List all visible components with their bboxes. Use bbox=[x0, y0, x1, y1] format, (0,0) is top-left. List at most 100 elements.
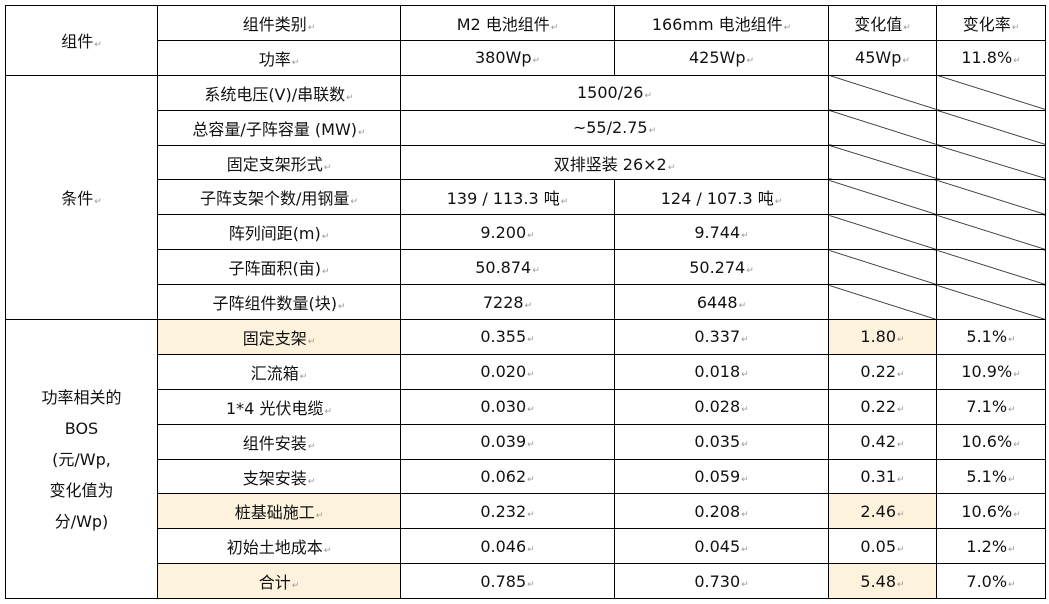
condition-row: 子阵支架个数/用钢量139 / 113.3 吨124 / 107.3 吨 bbox=[6, 179, 1046, 216]
power-cell: 45Wp bbox=[828, 39, 937, 76]
bos-item-label: 1*4 光伏电缆 bbox=[157, 388, 401, 425]
bos-row: 1*4 光伏电缆0.0300.0280.227.1% bbox=[6, 388, 1046, 425]
change-value: 0.05 bbox=[828, 528, 937, 565]
166mm-value: 0.035 bbox=[614, 423, 829, 460]
empty-diagonal-cell bbox=[828, 214, 937, 251]
m2-value: 0.039 bbox=[400, 423, 615, 460]
header-cell: 变化率 bbox=[936, 5, 1046, 41]
change-rate: 10.6% bbox=[936, 423, 1046, 460]
power-cell: 380Wp bbox=[400, 39, 615, 76]
header-cell: 166mm 电池组件 bbox=[614, 5, 829, 41]
change-rate: 5.1% bbox=[936, 319, 1046, 355]
change-rate: 7.1% bbox=[936, 388, 1046, 425]
change-rate: 7.0% bbox=[936, 563, 1046, 600]
condition-label: 子阵面积(亩) bbox=[157, 249, 401, 286]
condition-label: 阵列间距(m) bbox=[157, 214, 401, 251]
166mm-value: 0.730 bbox=[614, 563, 829, 600]
group-label-line: 分/Wp) bbox=[54, 511, 109, 531]
empty-diagonal-cell bbox=[936, 284, 1046, 321]
bos-comparison-table: 组件 组件类别 M2 电池组件 166mm 电池组件 变化值 变化率 功率 38… bbox=[5, 5, 1046, 600]
condition-row: 子阵面积(亩)50.87450.274 bbox=[6, 249, 1046, 286]
power-cell: 425Wp bbox=[614, 39, 829, 76]
m2-value: 7228 bbox=[400, 284, 615, 321]
166mm-value: 50.274 bbox=[614, 249, 829, 286]
power-row: 功率 380Wp 425Wp 45Wp 11.8% bbox=[6, 39, 1046, 76]
change-value: 0.22 bbox=[828, 353, 937, 390]
empty-diagonal-cell bbox=[828, 284, 937, 321]
166mm-value: 124 / 107.3 吨 bbox=[614, 179, 829, 216]
group-label-module: 组件 bbox=[5, 5, 158, 76]
change-value: 0.22 bbox=[828, 388, 937, 425]
m2-value: 0.046 bbox=[400, 528, 615, 565]
condition-label: 子阵支架个数/用钢量 bbox=[157, 179, 401, 216]
condition-value: 双排竖装 26×2 bbox=[400, 144, 829, 181]
change-value: 5.48 bbox=[828, 563, 937, 600]
m2-value: 9.200 bbox=[400, 214, 615, 251]
m2-value: 0.355 bbox=[400, 319, 615, 355]
empty-diagonal-cell bbox=[828, 179, 937, 216]
power-cell: 11.8% bbox=[936, 39, 1046, 76]
change-rate: 1.2% bbox=[936, 528, 1046, 565]
header-cell: 变化值 bbox=[828, 5, 937, 41]
166mm-value: 0.208 bbox=[614, 493, 829, 530]
change-rate: 10.6% bbox=[936, 493, 1046, 530]
166mm-value: 0.018 bbox=[614, 353, 829, 390]
bos-row: 组件安装0.0390.0350.4210.6% bbox=[6, 423, 1046, 460]
group-label-conditions: 条件 bbox=[5, 74, 158, 321]
condition-label: 系统电压(V)/串联数 bbox=[157, 74, 401, 111]
header-cell: 组件类别 bbox=[157, 5, 401, 41]
condition-label: 子阵组件数量(块) bbox=[157, 284, 401, 321]
m2-value: 50.874 bbox=[400, 249, 615, 286]
empty-diagonal-cell bbox=[936, 74, 1046, 111]
change-value: 0.31 bbox=[828, 458, 937, 495]
166mm-value: 0.337 bbox=[614, 319, 829, 355]
change-rate: 10.9% bbox=[936, 353, 1046, 390]
empty-diagonal-cell bbox=[936, 214, 1046, 251]
condition-row: 条件系统电压(V)/串联数1500/26 bbox=[5, 74, 1046, 321]
bos-item-label: 组件安装 bbox=[157, 423, 401, 460]
bos-item-label: 汇流箱 bbox=[157, 353, 401, 390]
condition-row: 固定支架形式双排竖装 26×2 bbox=[6, 144, 1046, 181]
bos-row: 汇流箱0.0200.0180.2210.9% bbox=[6, 353, 1046, 390]
group-label-line: 功率相关的 bbox=[41, 387, 122, 407]
bos-row: 合计0.7850.7305.487.0% bbox=[6, 563, 1046, 600]
group-label-line: 变化值为 bbox=[49, 480, 114, 500]
condition-value: ~55/2.75 bbox=[400, 109, 829, 146]
empty-diagonal-cell bbox=[828, 109, 937, 146]
bos-item-label: 初始土地成本 bbox=[157, 528, 401, 565]
166mm-value: 6448 bbox=[614, 284, 829, 321]
condition-row: 总容量/子阵容量 (MW)~55/2.75 bbox=[6, 109, 1046, 146]
166mm-value: 0.059 bbox=[614, 458, 829, 495]
change-value: 1.80 bbox=[828, 319, 937, 355]
bos-row: 桩基础施工0.2320.2082.4610.6% bbox=[6, 493, 1046, 530]
change-value: 0.42 bbox=[828, 423, 937, 460]
m2-value: 0.062 bbox=[400, 458, 615, 495]
166mm-value: 9.744 bbox=[614, 214, 829, 251]
empty-diagonal-cell bbox=[828, 74, 937, 111]
bos-item-label: 固定支架 bbox=[157, 319, 401, 355]
empty-diagonal-cell bbox=[936, 249, 1046, 286]
empty-diagonal-cell bbox=[828, 144, 937, 181]
166mm-value: 0.028 bbox=[614, 388, 829, 425]
bos-row: 初始土地成本0.0460.0450.051.2% bbox=[6, 528, 1046, 565]
bos-item-label: 支架安装 bbox=[157, 458, 401, 495]
166mm-value: 0.045 bbox=[614, 528, 829, 565]
header-row: 组件 组件类别 M2 电池组件 166mm 电池组件 变化值 变化率 bbox=[5, 5, 1046, 76]
group-label-bos: 功率相关的 BOS (元/Wp, 变化值为 分/Wp) bbox=[5, 319, 158, 600]
m2-value: 0.020 bbox=[400, 353, 615, 390]
m2-value: 0.232 bbox=[400, 493, 615, 530]
bos-item-label: 合计 bbox=[157, 563, 401, 600]
empty-diagonal-cell bbox=[936, 144, 1046, 181]
m2-value: 139 / 113.3 吨 bbox=[400, 179, 615, 216]
condition-label: 固定支架形式 bbox=[157, 144, 401, 181]
bos-item-label: 桩基础施工 bbox=[157, 493, 401, 530]
empty-diagonal-cell bbox=[936, 179, 1046, 216]
power-label: 功率 bbox=[157, 39, 401, 76]
condition-value: 1500/26 bbox=[400, 74, 829, 111]
m2-value: 0.785 bbox=[400, 563, 615, 600]
m2-value: 0.030 bbox=[400, 388, 615, 425]
change-rate: 5.1% bbox=[936, 458, 1046, 495]
bos-row: 支架安装0.0620.0590.315.1% bbox=[6, 458, 1046, 495]
condition-label: 总容量/子阵容量 (MW) bbox=[157, 109, 401, 146]
